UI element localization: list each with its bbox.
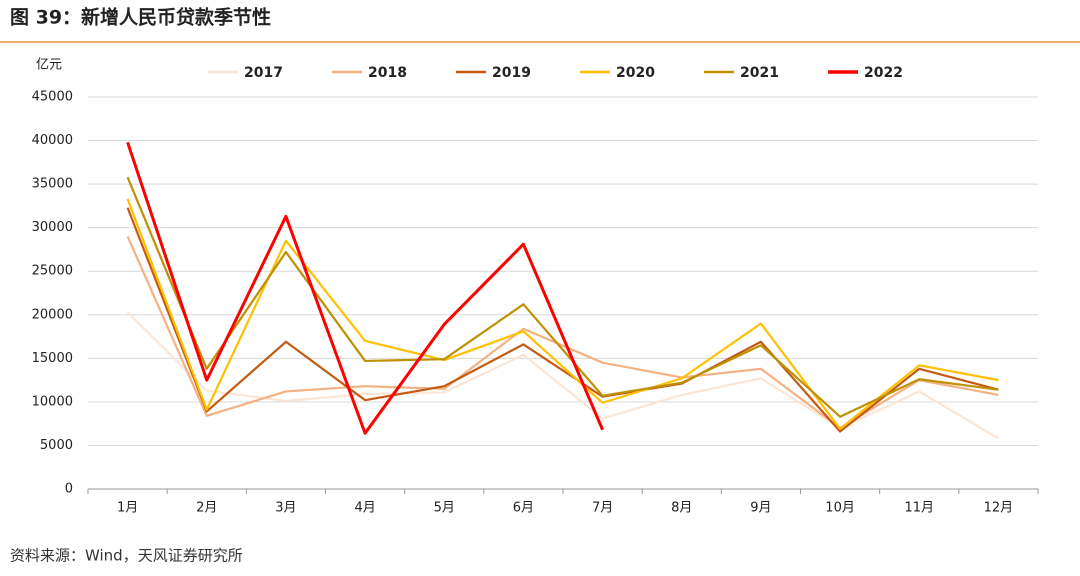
x-tick-label: 12月 (984, 501, 1014, 516)
legend-label: 2021 (740, 65, 779, 81)
y-tick-label: 40000 (32, 133, 73, 148)
y-tick-label: 15000 (32, 351, 73, 366)
y-tick-label: 0 (65, 482, 73, 497)
y-tick-label: 45000 (32, 90, 73, 105)
legend-label: 2017 (244, 65, 283, 81)
series-line (126, 176, 999, 418)
x-tick-label: 9月 (750, 501, 771, 516)
y-tick-label: 10000 (32, 394, 73, 409)
x-tick-label: 10月 (825, 501, 855, 516)
x-tick-label: 5月 (434, 501, 455, 516)
source: 资料来源：Wind，天风证券研究所 (10, 547, 243, 565)
series-line (126, 141, 604, 435)
legend-label: 2022 (864, 65, 903, 81)
series-line (126, 207, 999, 433)
series-line (126, 198, 999, 430)
x-tick-label: 2月 (196, 501, 217, 516)
x-tick-label: 7月 (592, 501, 613, 516)
y-tick-label: 30000 (32, 220, 73, 235)
series-line (126, 235, 999, 430)
y-axis-label: 亿元 (36, 58, 62, 73)
y-tick-label: 20000 (32, 307, 73, 322)
x-tick-label: 4月 (354, 501, 375, 516)
legend-label: 2019 (492, 65, 531, 81)
y-tick-label: 35000 (32, 177, 73, 192)
legend-label: 2020 (616, 65, 655, 81)
series-line (126, 311, 999, 440)
y-tick-label: 5000 (40, 438, 73, 453)
legend-label: 2018 (368, 65, 407, 81)
x-tick-label: 1月 (117, 501, 138, 516)
x-tick-label: 6月 (513, 501, 534, 516)
y-tick-label: 25000 (32, 264, 73, 279)
x-tick-label: 3月 (275, 501, 296, 516)
x-tick-label: 8月 (671, 501, 692, 516)
chart-title: 图 39：新增人民币贷款季节性 (10, 6, 271, 29)
x-tick-label: 11月 (904, 501, 934, 516)
